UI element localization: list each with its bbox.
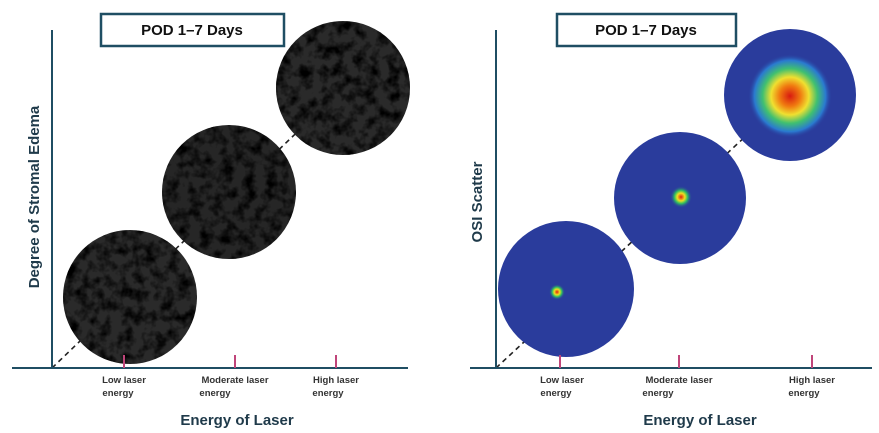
tick-label: Low laser xyxy=(102,375,146,386)
tick-label: energy xyxy=(788,388,820,399)
right-panel: POD 1–7 Days OSI Scatter Energy of Laser… xyxy=(469,14,872,429)
tick-label: Moderate laser xyxy=(645,375,712,386)
scatter-map xyxy=(724,29,856,161)
tick-label: Low laser xyxy=(540,375,584,386)
scatter-map xyxy=(614,132,746,264)
y-axis-label: OSI Scatter xyxy=(469,161,486,242)
micrograph xyxy=(63,230,197,364)
tick-label: High laser xyxy=(789,375,835,386)
tick-label: High laser xyxy=(313,375,359,386)
scatter-map xyxy=(498,221,634,357)
tick-label: energy xyxy=(102,388,134,399)
figure: POD 1–7 Days Degree of Stromal Edema Ene… xyxy=(0,0,879,433)
tick-label: energy xyxy=(312,388,344,399)
y-axis-label: Degree of Stromal Edema xyxy=(26,105,43,288)
tick-label: Moderate laser xyxy=(201,375,268,386)
tick-label: energy xyxy=(199,388,231,399)
tick-label: energy xyxy=(540,388,572,399)
left-panel: POD 1–7 Days Degree of Stromal Edema Ene… xyxy=(12,14,410,429)
panel-title: POD 1–7 Days xyxy=(595,22,697,39)
x-axis-label: Energy of Laser xyxy=(643,412,757,429)
tick-label: energy xyxy=(642,388,674,399)
x-axis-label: Energy of Laser xyxy=(180,412,294,429)
panel-title: POD 1–7 Days xyxy=(141,22,243,39)
micrograph xyxy=(162,125,296,259)
micrograph xyxy=(276,21,410,155)
